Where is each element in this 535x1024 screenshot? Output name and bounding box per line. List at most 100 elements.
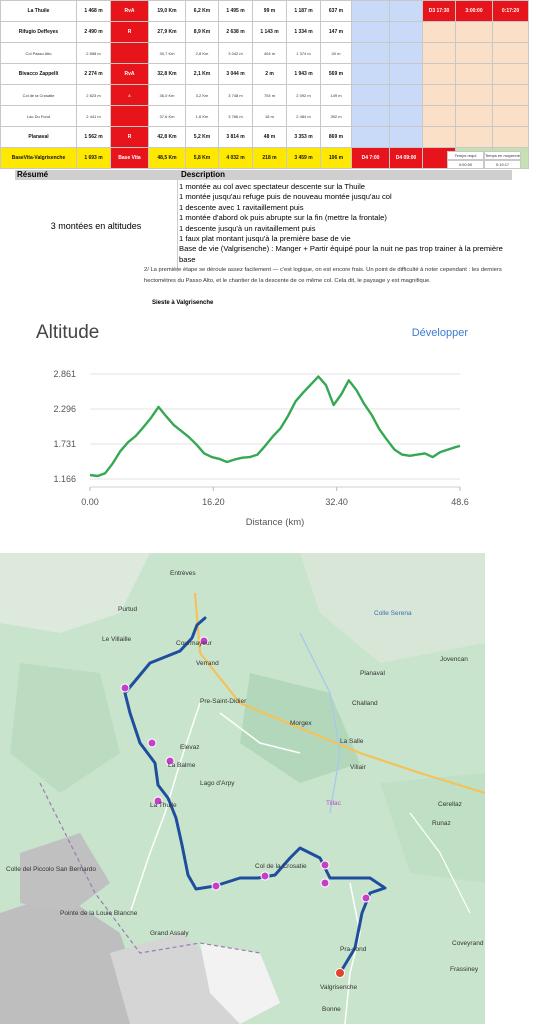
- checkpoint-markers: [120, 636, 371, 978]
- place-label: Pointe de la Louie Blanche: [60, 910, 138, 917]
- table-cell-dist: 37,6 Km: [148, 105, 186, 127]
- place-label: Elevaz: [180, 744, 200, 751]
- place-label: Entrèves: [170, 570, 196, 577]
- table-cell-seg: 1,6 Km: [185, 105, 219, 127]
- table-cell-t2: [389, 42, 423, 64]
- table-cell-time-start: [422, 105, 456, 127]
- table-cell-alt: 1 693 m: [76, 147, 111, 169]
- x-tick-label: 0.00: [81, 497, 99, 507]
- table-cell-time-start: D3 17:30: [422, 0, 456, 22]
- table-cell-dminus: 404 m: [252, 42, 287, 64]
- checkpoint-marker[interactable]: [199, 636, 209, 646]
- table-cell-dist: 48,5 Km: [148, 147, 186, 169]
- terrain-patch: [300, 553, 485, 663]
- terrain-patch: [10, 663, 120, 793]
- table-cell-time-b: 0:17:20: [492, 0, 529, 22]
- map-canvas[interactable]: Entrèves Purtud Le Villaille Courmayeur …: [0, 553, 485, 1024]
- route-line: [123, 616, 387, 975]
- resume-head-right: Description: [181, 170, 226, 179]
- table-cell-name: Bivacco Zappelli: [0, 63, 77, 85]
- river: [299, 632, 341, 814]
- road: [193, 592, 485, 795]
- checkpoint-marker[interactable]: [211, 881, 221, 891]
- table-cell-t2: [389, 126, 423, 148]
- table-cell-tag: [110, 42, 149, 64]
- route-map[interactable]: Entrèves Purtud Le Villaille Courmayeur …: [0, 553, 485, 1024]
- table-cell-dminus: 2 m: [252, 63, 287, 85]
- y-tick-label: 1.166: [53, 474, 76, 484]
- checkpoint-marker[interactable]: [120, 683, 130, 693]
- checkpoint-marker[interactable]: [320, 860, 330, 870]
- place-label: Col de la Crosatie: [255, 863, 307, 870]
- resume-description: 1 montée au col avec spectateur descente…: [179, 182, 513, 265]
- x-tick-label: 16.20: [202, 497, 225, 507]
- table-cell-name: Col de la Crosatie: [0, 84, 77, 106]
- table-row: Lac Du Fond 2 441 m 37,6 Km 1,6 Km 3 766 m 18…: [0, 105, 529, 127]
- table-cell-alt: 2 441 m: [76, 105, 111, 127]
- desc-line: 1 descente avec 1 ravitaillement puis: [179, 202, 304, 212]
- checkpoint-marker[interactable]: [320, 878, 330, 888]
- rock-area: [0, 893, 150, 1024]
- table-cell-dplus: 3 044 m: [218, 63, 253, 85]
- desc-line: 1 montée jusqu'au refuge puis de nouveau…: [179, 192, 392, 202]
- resume-section: Résumé Description 3 montées en altitude…: [15, 170, 512, 272]
- checkpoint-marker[interactable]: [260, 871, 270, 881]
- table-cell-c7: 1 374 m: [286, 42, 321, 64]
- checkpoint-marker[interactable]: [361, 893, 371, 903]
- table-cell-alt: 1 562 m: [76, 126, 111, 148]
- table-cell-tag: RvA: [110, 63, 149, 85]
- border-line: [39, 782, 261, 954]
- table-cell-dplus: 3 042 m: [218, 42, 253, 64]
- desc-line: 1 faux plat montant jusqu'à la première …: [179, 234, 351, 244]
- table-cell-name: Rifugio Deffeyes: [0, 21, 77, 43]
- table-cell-tag: A: [110, 84, 149, 106]
- desc-line: Base de vie (Valgrisenche) : Manger + Pa…: [179, 244, 503, 264]
- checkpoint-marker[interactable]: [165, 756, 175, 766]
- table-cell-name: Col Passo Alto: [0, 42, 77, 64]
- table-cell-dplus: 3 814 m: [218, 126, 253, 148]
- table-cell-tag: RvA: [110, 0, 149, 22]
- table-row: Planaval 1 562 m R 42,8 Km 5,2 Km 3 814 m 48 m…: [0, 126, 529, 148]
- x-axis-label: Distance (km): [246, 517, 305, 528]
- table-cell-dminus: 48 m: [252, 126, 287, 148]
- altitude-chart: 2.861 2.296 1.731 1.166 0.00 16.20 32.40 48.6 Di…: [53, 369, 468, 528]
- table-cell-time-start: [422, 126, 456, 148]
- table-cell-dplus: 2 638 m: [218, 21, 253, 43]
- table-cell-name: BaseVita-Valgrisenche: [0, 147, 77, 169]
- glacier-area: [200, 943, 280, 1024]
- finish-marker[interactable]: [335, 968, 345, 978]
- place-label: Cerellaz: [438, 801, 462, 808]
- table-cell-dminus: 704 m: [252, 84, 287, 106]
- table-cell-c7: 3 459 m: [286, 147, 321, 169]
- table-cell-seg: 2,1 Km: [185, 63, 219, 85]
- table-cell-c7: 2 092 m: [286, 84, 321, 106]
- road: [219, 712, 301, 754]
- table-cell-c8: 40 m: [320, 42, 352, 64]
- table-cell-seg: 3,2 Km: [185, 84, 219, 106]
- table-cell-seg: 8,9 Km: [185, 21, 219, 43]
- place-label: La Balme: [168, 762, 196, 769]
- table-cell-time-a: [455, 105, 493, 127]
- table-cell-dminus: 99 m: [252, 0, 287, 22]
- table-cell-alt: 2 490 m: [76, 21, 111, 43]
- table-cell-alt: 2 274 m: [76, 63, 111, 85]
- table-cell-tag: R: [110, 126, 149, 148]
- table-cell-time-start: [422, 42, 456, 64]
- terrain-patch: [380, 773, 485, 883]
- place-label: La Salle: [340, 738, 364, 745]
- checkpoint-marker[interactable]: [147, 738, 157, 748]
- time-required-value: 0:00:00: [447, 160, 484, 169]
- table-cell-t2: [389, 105, 423, 127]
- table-cell-dist: 36,0 Km: [148, 84, 186, 106]
- table-cell-c8: 637 m: [320, 0, 352, 22]
- table-row: Col Passo Alto 2 858 m 30,7 Km 2,8 Km 3 042 …: [0, 42, 529, 64]
- table-cell-alt: 2 858 m: [76, 42, 111, 64]
- table-cell-time-a: [455, 84, 493, 106]
- place-label: Runaz: [432, 820, 451, 827]
- expand-link[interactable]: Développer: [411, 327, 468, 339]
- table-cell-time-a: [455, 63, 493, 85]
- table-cell-t1: [351, 126, 390, 148]
- checkpoint-marker[interactable]: [153, 796, 163, 806]
